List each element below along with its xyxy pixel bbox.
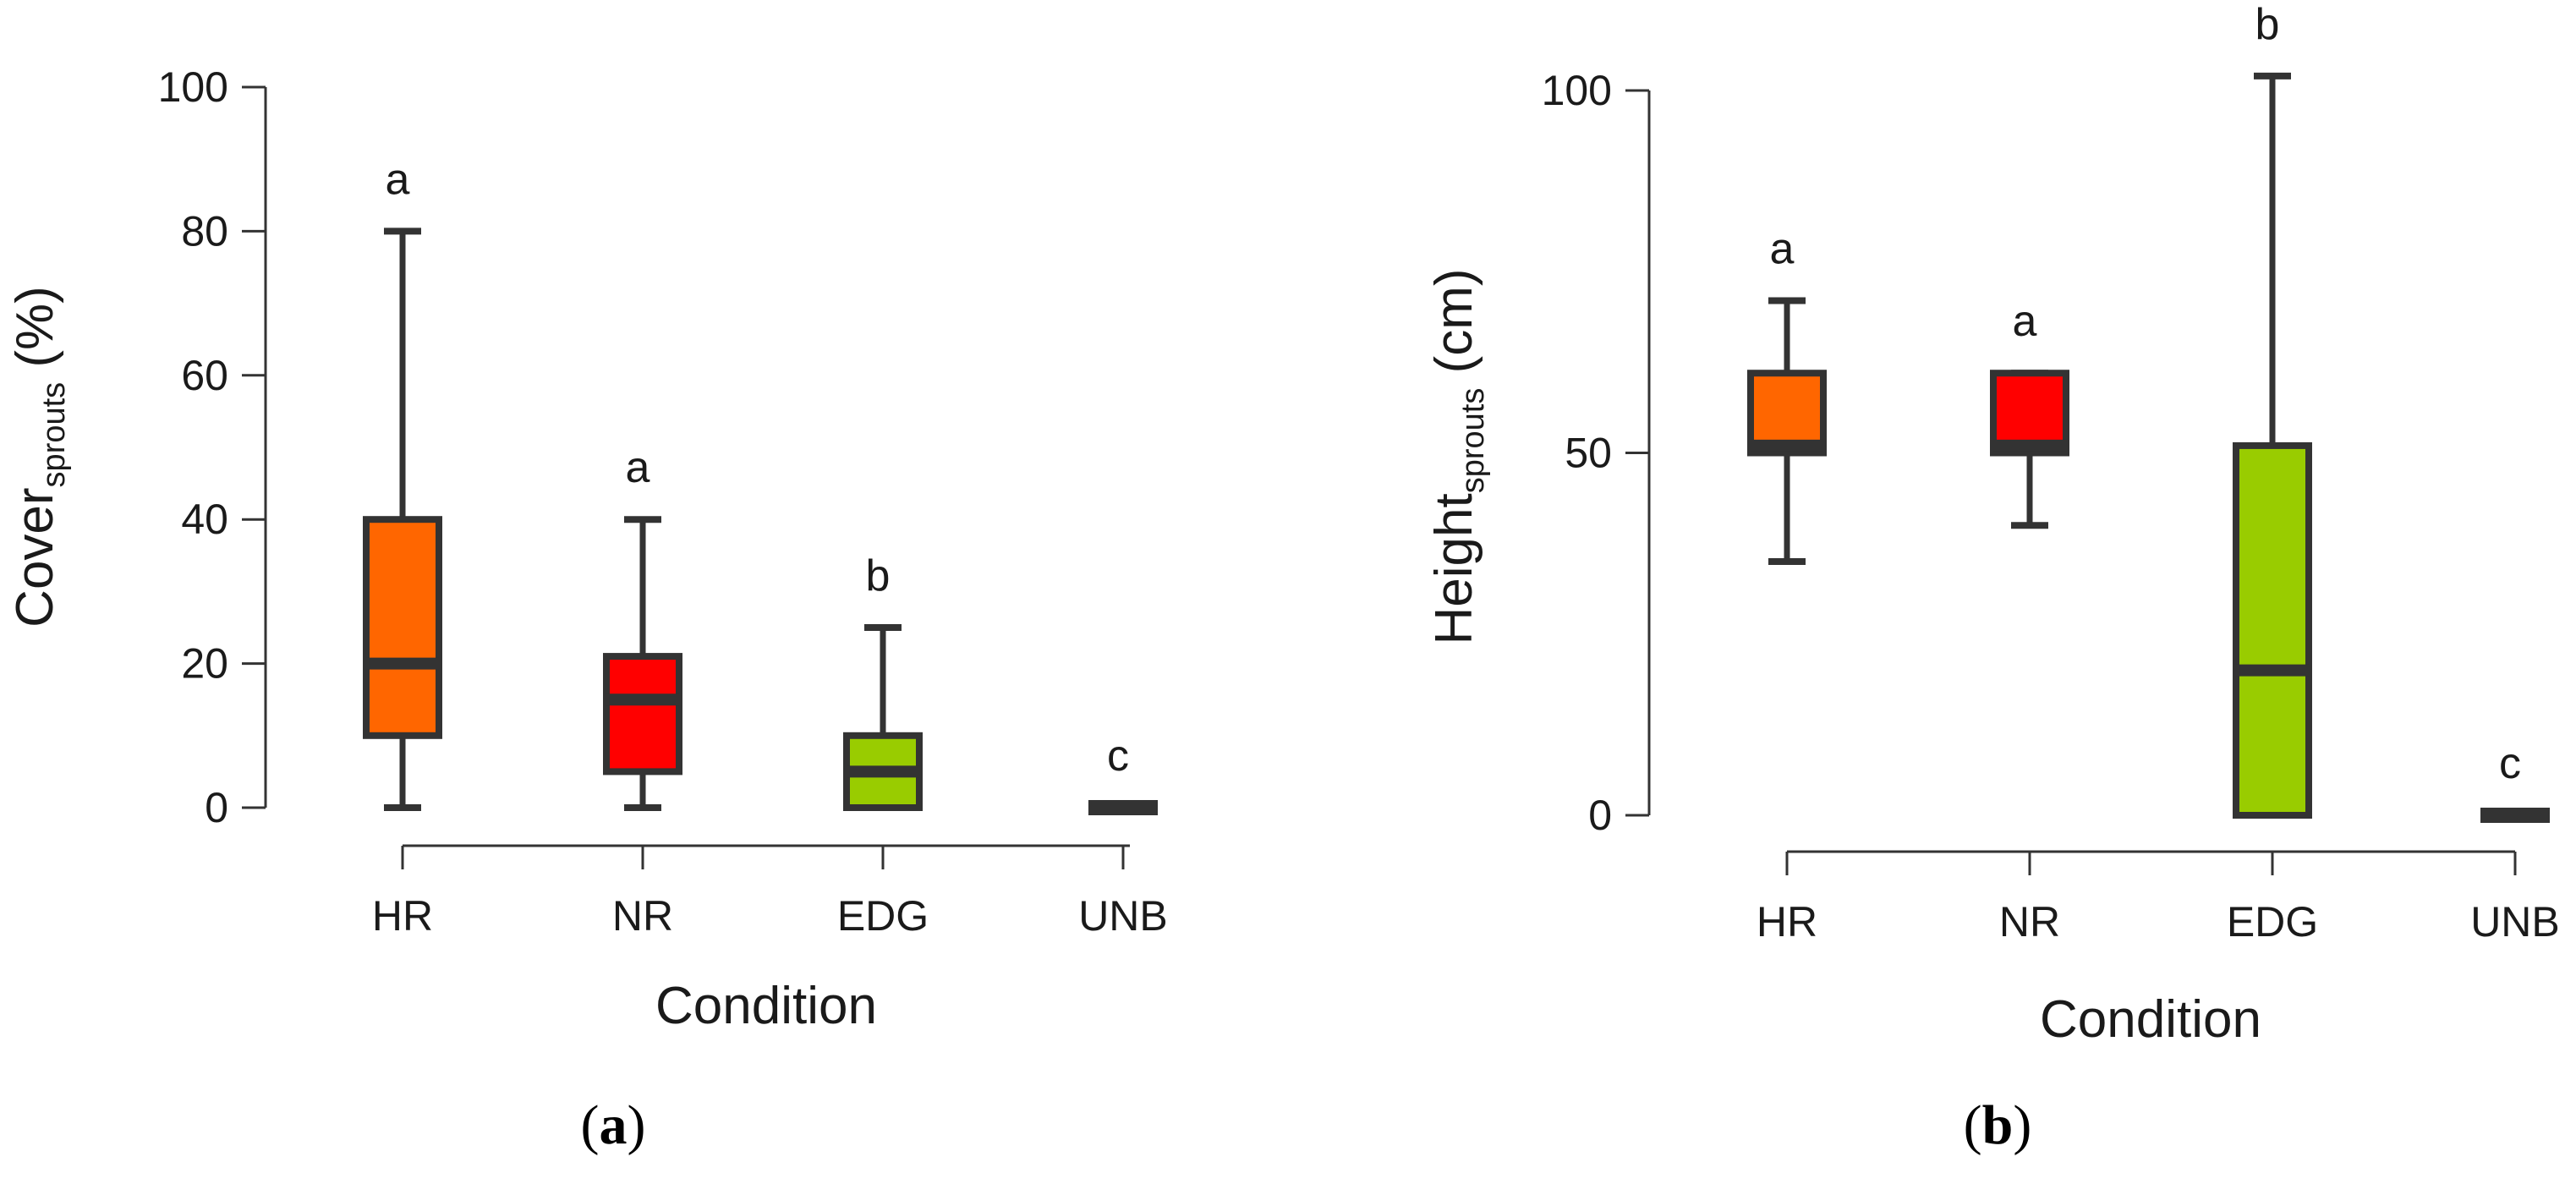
x-tick-label: EDG [2227,898,2318,946]
panel-label: (a) [581,1094,646,1156]
x-tick-label: HR [372,892,433,940]
x-axis-label: Condition [2040,990,2261,1049]
box-unb-flat [1088,800,1158,815]
y-tick-label: 20 [181,640,228,688]
box-body [2233,441,2312,819]
significance-letter: b [2255,0,2280,49]
box-body [363,516,442,739]
box-hr: a [363,155,442,811]
x-tick-label: UNB [2470,898,2560,946]
box-edg: b [2233,0,2312,819]
y-tick-label: 100 [1542,67,1612,114]
y-tick-label: 0 [1588,792,1612,839]
box-nr: a [603,443,682,811]
y-tick-label: 40 [181,496,228,543]
y-tick-label: 60 [181,352,228,399]
significance-letter: a [2013,297,2037,346]
significance-letter: c [2499,739,2521,788]
y-tick-label: 50 [1565,430,1612,477]
panel-label: (b) [1964,1094,2032,1156]
y-axis-label: Heightsprouts (cm) [1425,268,1491,644]
box-unb-flat [2480,808,2550,823]
y-tick-label: 80 [181,207,228,255]
box-unb: c [1088,732,1158,815]
x-axis-label: Condition [655,977,877,1035]
box-unb: c [2480,739,2550,823]
chart-panel-a: 0 20 40 60 80 100 HR NR EDG UNB a a b c Coversprouts (… [6,63,1168,1156]
x-tick-label: NR [1999,898,2060,946]
significance-letter: a [1770,225,1795,274]
significance-letter: a [386,155,410,204]
y-axis-label: Coversprouts (%) [6,286,72,628]
x-tick-label: UNB [1078,892,1168,940]
box-body [1747,370,1827,457]
chart-panel-b: 0 50 100 HR NR EDG UNB a a b c Heightsprouts (cm) Co… [1425,0,2560,1156]
box-body [603,653,682,776]
significance-letter: b [866,551,891,600]
box-edg: b [843,551,923,811]
box-hr: a [1747,225,1827,566]
significance-letter: c [1107,732,1129,781]
x-tick-label: EDG [837,892,929,940]
significance-letter: a [626,443,650,492]
x-tick-label: NR [612,892,673,940]
y-tick-label: 100 [158,63,228,111]
box-body [1990,370,2069,457]
box-nr: a [1990,297,2069,529]
x-tick-label: HR [1757,898,1817,946]
y-tick-label: 0 [205,784,228,831]
